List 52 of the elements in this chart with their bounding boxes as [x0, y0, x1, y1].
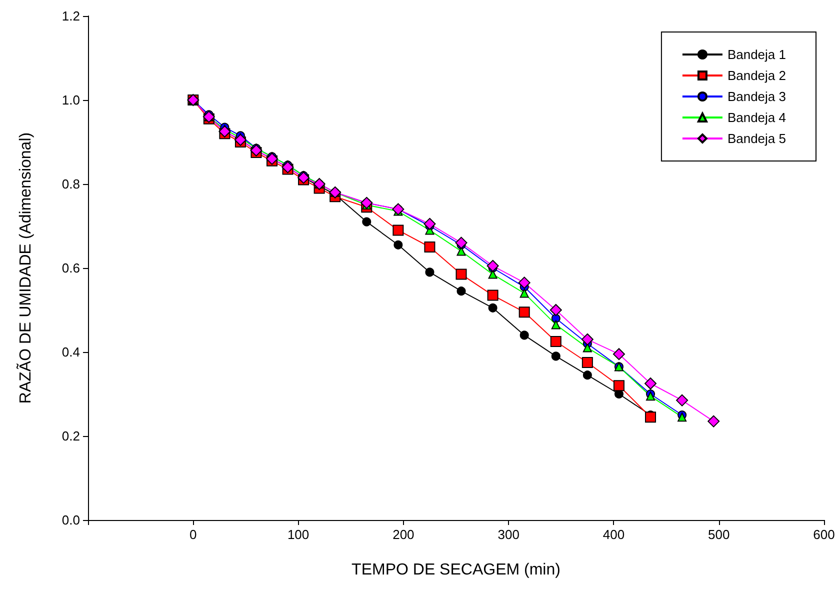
legend-label: Bandeja 3: [727, 89, 786, 104]
point: [551, 352, 560, 361]
point: [645, 412, 656, 423]
point: [520, 330, 529, 340]
point: [392, 224, 404, 236]
point: [582, 370, 592, 380]
point: [676, 394, 688, 406]
legend-label: Bandeja 1: [727, 47, 786, 62]
x-tick-label: 100: [287, 527, 310, 542]
point: [581, 333, 594, 346]
point: [518, 306, 530, 318]
point: [424, 242, 436, 252]
point: [550, 304, 562, 316]
point: [550, 336, 562, 347]
x-tick-label: 400: [602, 527, 625, 542]
point: [678, 412, 687, 422]
point: [708, 415, 720, 428]
point: [456, 268, 467, 280]
point: [582, 357, 593, 368]
legend-label: Bandeja 4: [727, 110, 786, 125]
legend-label: Bandeja 2: [727, 68, 786, 83]
point: [424, 218, 436, 230]
y-tick-label: 0.8: [62, 176, 80, 192]
point: [644, 378, 657, 390]
point: [551, 320, 560, 330]
x-tick-label: 600: [813, 527, 835, 542]
point: [518, 276, 530, 289]
point: [487, 290, 498, 301]
point: [612, 348, 625, 360]
legend-label: Bandeja 5: [727, 131, 786, 146]
y-tick-label: 1.2: [62, 8, 80, 24]
x-tick-label: 0: [190, 527, 197, 542]
x-tick-label: 300: [498, 527, 520, 542]
y-tick-label: 0.0: [62, 512, 80, 528]
y-tick-label: 0.4: [62, 344, 80, 360]
point: [455, 236, 468, 249]
y-tick-label: 0.6: [62, 260, 80, 276]
x-axis-title: TEMPO DE SECAGEM (min): [352, 562, 560, 578]
point: [613, 380, 624, 392]
point: [486, 260, 499, 272]
x-tick-label: 200: [392, 527, 414, 542]
point: [362, 217, 372, 226]
point: [646, 392, 656, 401]
point: [425, 268, 434, 277]
point: [456, 286, 466, 296]
x-tick-label: 500: [708, 527, 730, 542]
y-axis-title: RAZÃO DE UMIDADE (Adimensional): [16, 132, 34, 404]
y-tick-label: 1.0: [62, 92, 80, 108]
point: [394, 240, 403, 250]
point: [520, 288, 529, 298]
y-tick-label: 0.2: [62, 428, 80, 444]
point: [488, 303, 498, 312]
